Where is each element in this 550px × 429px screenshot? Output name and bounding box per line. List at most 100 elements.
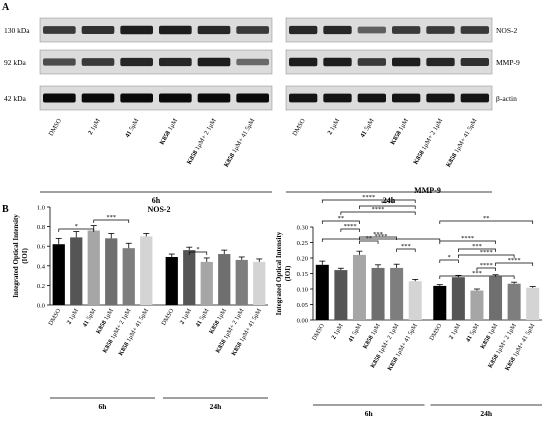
blot-band <box>197 93 231 103</box>
bar <box>218 254 231 305</box>
chart-title: MMP-9 <box>414 186 441 195</box>
y-axis-label-unit: (IOI) <box>21 248 29 264</box>
y-tick-label: 0.6 <box>37 244 46 251</box>
category-label: 2 1μM <box>178 307 193 325</box>
category-label: 2 1μM <box>330 322 345 340</box>
category-label: DMSO <box>311 322 326 342</box>
protein-label: MMP-9 <box>496 58 520 67</box>
significance-label: **** <box>362 194 375 201</box>
group-label: 24h <box>210 402 223 411</box>
blot-band <box>236 26 269 34</box>
significance-bracket <box>359 205 416 209</box>
blot-band <box>426 26 455 34</box>
y-tick-label: 0.20 <box>297 256 308 263</box>
bar <box>408 281 422 320</box>
blot-band <box>159 57 192 67</box>
blot-band <box>81 26 115 34</box>
significance-label: **** <box>372 206 385 213</box>
lane-label: 41 5μM <box>359 117 375 139</box>
lane-label: K858 1μM <box>159 117 180 146</box>
significance-bracket <box>321 199 416 203</box>
category-label: 41 5μM <box>81 307 97 328</box>
blot-band <box>197 25 231 35</box>
significance-label: **** <box>508 257 521 264</box>
panel-a-western-blots: A 130 kDa 92 kDa 42 kDa NOS-2 MMP-9 β-actin DMS… <box>2 2 520 215</box>
y-tick-label: 0.0 <box>37 303 45 310</box>
blot-band <box>159 25 192 35</box>
time-label: 24h <box>383 196 396 205</box>
lane-label: K858 1μM+ 2 1μM <box>412 117 444 165</box>
y-axis-label-unit: (IOI) <box>284 265 292 281</box>
bar <box>352 254 366 320</box>
bar <box>87 230 100 305</box>
blot-band <box>197 57 231 67</box>
lane-label: K858 1μM+ 41 5μM <box>223 117 257 168</box>
significance-label: * <box>196 246 199 253</box>
blot-band <box>426 93 455 103</box>
bar <box>433 285 447 320</box>
protein-label: NOS-2 <box>496 26 518 35</box>
significance-label: * <box>75 223 78 230</box>
y-tick-label: 0.10 <box>297 287 308 294</box>
mmp9-bar-chart: MMP-9 0.00 0.05 0.10 0.15 0.20 0.25 0.30 Integra… <box>275 186 542 418</box>
nos2-bar-chart: NOS-2 0.0 0.2 0.4 0.6 0.8 1.0 Integrated Optica… <box>12 205 268 411</box>
significance-bracket <box>495 262 534 266</box>
y-tick-label: 1.0 <box>37 205 45 212</box>
bar <box>489 276 503 320</box>
significance-bracket <box>439 240 496 244</box>
bar <box>451 277 465 320</box>
blot-membrane <box>39 49 273 75</box>
significance-bracket <box>321 220 360 224</box>
blot-band <box>159 93 192 103</box>
category-label: K858 1μM <box>362 322 382 350</box>
lane-label: 2 1μM <box>326 117 341 136</box>
significance-label: **** <box>480 262 493 269</box>
significance-bracket <box>93 219 130 223</box>
significance-label: ** <box>366 235 373 242</box>
significance-bracket <box>359 236 397 240</box>
significance-label: **** <box>375 233 388 240</box>
blot-band <box>236 58 269 66</box>
y-tick-label: 0.4 <box>37 263 46 270</box>
category-label: 41 5μM <box>347 322 363 343</box>
lane-label: DMSO <box>48 117 64 137</box>
lane-label: K858 1μM+ 2 1μM <box>186 117 218 165</box>
blot-band <box>289 57 318 67</box>
significance-bracket <box>340 228 360 232</box>
blot-band <box>236 93 269 103</box>
lane-label: K858 1μM <box>389 117 410 146</box>
blot-band <box>81 93 115 103</box>
category-label: DMSO <box>428 322 443 342</box>
category-label: 2 1μM <box>65 307 80 325</box>
blot-band <box>357 26 386 34</box>
bar <box>165 256 178 305</box>
mw-label: 92 kDa <box>4 58 27 67</box>
blot-band <box>289 93 318 103</box>
blot-band <box>43 58 76 66</box>
lane-label: K858 1μM+ 41 5μM <box>445 117 479 168</box>
category-label: DMSO <box>160 307 175 327</box>
bar <box>526 287 540 320</box>
significance-label: **** <box>480 249 493 256</box>
bar <box>183 250 196 305</box>
blot-membrane <box>285 85 493 111</box>
bar <box>470 290 484 320</box>
group-label: 24h <box>480 409 493 418</box>
significance-label: * <box>447 254 450 261</box>
bar <box>200 261 213 305</box>
y-tick-label: 0.30 <box>297 225 308 232</box>
significance-bracket <box>340 211 416 215</box>
mw-label: 42 kDa <box>4 94 27 103</box>
blot-membrane <box>285 17 493 43</box>
category-label: 41 5μM <box>194 307 210 328</box>
significance-label: *** <box>472 270 482 277</box>
significance-bracket <box>458 254 515 258</box>
y-axis-label: Integrated Optical Intensity <box>12 214 20 298</box>
significance-bracket <box>396 248 416 252</box>
blot-band <box>392 93 421 103</box>
significance-label: **** <box>461 235 474 242</box>
panel-a-letter: A <box>2 2 10 13</box>
blot-membrane <box>285 49 493 75</box>
bar <box>105 238 118 305</box>
